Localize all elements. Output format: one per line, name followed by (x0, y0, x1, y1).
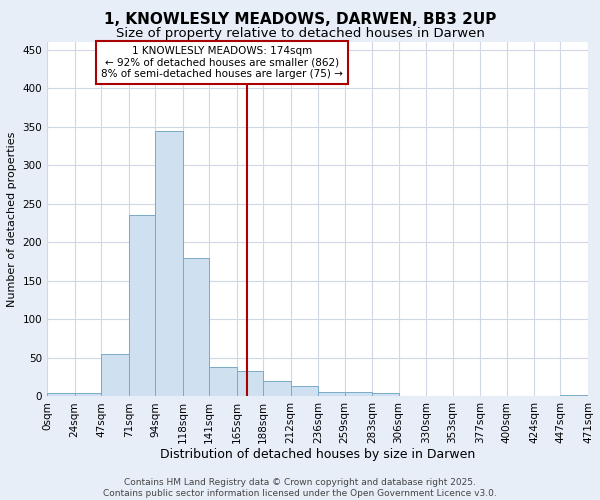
Y-axis label: Number of detached properties: Number of detached properties (7, 132, 17, 307)
Text: 1 KNOWLESLY MEADOWS: 174sqm
← 92% of detached houses are smaller (862)
8% of sem: 1 KNOWLESLY MEADOWS: 174sqm ← 92% of det… (101, 46, 343, 79)
Bar (182, 258, 209, 396)
Bar (74, 394, 101, 396)
Bar (318, 392, 344, 396)
Bar (290, 386, 318, 396)
Bar (263, 381, 290, 396)
Bar (209, 367, 236, 396)
Bar (128, 216, 155, 396)
Bar (101, 354, 128, 397)
Bar (372, 394, 398, 396)
Text: Contains HM Land Registry data © Crown copyright and database right 2025.
Contai: Contains HM Land Registry data © Crown c… (103, 478, 497, 498)
Text: Size of property relative to detached houses in Darwen: Size of property relative to detached ho… (116, 28, 484, 40)
Bar (236, 371, 263, 396)
Text: 1, KNOWLESLY MEADOWS, DARWEN, BB3 2UP: 1, KNOWLESLY MEADOWS, DARWEN, BB3 2UP (104, 12, 496, 28)
X-axis label: Distribution of detached houses by size in Darwen: Distribution of detached houses by size … (160, 448, 475, 460)
Bar (560, 395, 588, 396)
Bar (155, 130, 182, 396)
Bar (344, 392, 372, 396)
Bar (47, 394, 74, 396)
